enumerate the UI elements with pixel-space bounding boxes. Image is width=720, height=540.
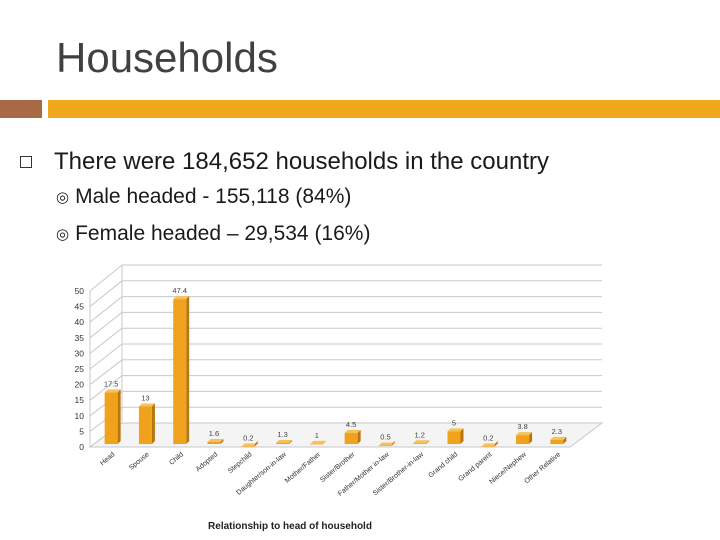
bar-top bbox=[413, 440, 430, 444]
data-label: 0.2 bbox=[243, 433, 253, 442]
gridline-side bbox=[89, 359, 123, 385]
y-tick-label: 10 bbox=[75, 411, 85, 421]
bar bbox=[241, 446, 255, 447]
bar-top bbox=[447, 428, 464, 432]
circle-bullet-icon: ◎ bbox=[56, 189, 70, 206]
data-label: 0.2 bbox=[483, 433, 493, 442]
sub-bullet-1: ◎ Male headed - 155,118 (84%) bbox=[56, 185, 351, 209]
bar-side bbox=[460, 428, 464, 444]
x-tick-label: Spouse bbox=[128, 451, 151, 472]
x-tick-label: Head bbox=[99, 451, 116, 467]
data-label: 0.5 bbox=[380, 432, 390, 441]
x-tick-label: Grand child bbox=[427, 451, 459, 479]
bar-top bbox=[310, 440, 327, 444]
bar-top bbox=[241, 443, 258, 447]
bar-side bbox=[220, 439, 224, 444]
gridline-side bbox=[89, 375, 123, 401]
y-tick-label: 0 bbox=[79, 442, 84, 452]
bar-side bbox=[254, 441, 258, 447]
data-label: 5 bbox=[452, 418, 456, 427]
x-tick-label: Sister/Brother bbox=[319, 451, 357, 484]
bar bbox=[378, 445, 392, 446]
bar-chart: 0 5 10 15 20 25 30 35 40 45 50 17.5 Head 13 Spouse 47.4… bbox=[60, 255, 680, 540]
y-tick-label: 15 bbox=[75, 395, 85, 405]
bar-top bbox=[173, 296, 190, 300]
data-label: 17.5 bbox=[104, 379, 119, 388]
data-label: 13 bbox=[141, 393, 149, 402]
sub-bullet-2-text: Female headed – 29,534 (16%) bbox=[75, 222, 371, 245]
y-tick-label: 50 bbox=[75, 286, 85, 296]
bar bbox=[550, 439, 564, 444]
gridline-side bbox=[89, 312, 123, 339]
bullet-1: There were 184,652 households in the cou… bbox=[20, 148, 549, 176]
square-bullet-icon bbox=[20, 156, 32, 168]
y-tick-label: 45 bbox=[75, 302, 85, 312]
circle-bullet-icon: ◎ bbox=[56, 226, 70, 243]
y-tick-label: 20 bbox=[75, 380, 85, 390]
bar bbox=[344, 432, 358, 444]
bar-side bbox=[529, 432, 533, 444]
data-label: 47.4 bbox=[172, 286, 187, 295]
bar-top bbox=[276, 439, 293, 443]
bar-side bbox=[494, 441, 498, 447]
bar bbox=[447, 431, 461, 444]
data-label: 1.6 bbox=[209, 429, 219, 438]
sub-bullet-2: ◎ Female headed – 29,534 (16%) bbox=[56, 222, 370, 246]
x-tick-label: Child bbox=[168, 451, 185, 467]
bar-top bbox=[344, 429, 361, 433]
bar-side bbox=[151, 403, 155, 444]
bar-side bbox=[563, 436, 567, 444]
data-label: 1.3 bbox=[277, 430, 287, 439]
bar bbox=[173, 299, 187, 444]
bar-top bbox=[104, 389, 121, 393]
data-label: 1.2 bbox=[414, 430, 424, 439]
sub-bullet-1-text: Male headed - 155,118 (84%) bbox=[75, 185, 352, 208]
bar-side bbox=[391, 441, 395, 446]
bar-side bbox=[323, 440, 327, 444]
slide-title: Households bbox=[56, 34, 278, 81]
y-tick-label: 25 bbox=[75, 364, 85, 374]
data-label: 3.8 bbox=[517, 422, 527, 431]
bar bbox=[516, 435, 530, 444]
bullet-1-text: There were 184,652 households in the cou… bbox=[54, 148, 549, 175]
y-tick-label: 30 bbox=[75, 348, 85, 358]
bar bbox=[104, 392, 118, 444]
gridline-side bbox=[89, 343, 123, 370]
bar bbox=[138, 406, 152, 444]
bar-side bbox=[117, 389, 121, 444]
bar-top bbox=[378, 442, 395, 446]
data-label: 4.5 bbox=[346, 420, 356, 429]
bar-side bbox=[186, 296, 190, 444]
gridline-side bbox=[89, 296, 123, 323]
gridline-side bbox=[89, 280, 123, 307]
bar bbox=[481, 446, 495, 447]
x-axis-title: Relationship to head of household bbox=[208, 521, 372, 532]
y-tick-label: 5 bbox=[79, 426, 84, 436]
bar-top bbox=[550, 436, 567, 440]
bar-top bbox=[481, 443, 498, 447]
bar-side bbox=[426, 440, 430, 444]
bar bbox=[310, 443, 324, 445]
x-tick-label: Stepchild bbox=[227, 451, 254, 475]
bar bbox=[207, 442, 221, 444]
data-label: 2.3 bbox=[552, 427, 562, 436]
accent-bar-right bbox=[48, 100, 720, 118]
bar-top bbox=[207, 439, 224, 443]
bar-top bbox=[516, 432, 533, 436]
x-tick-label: Mother/Father bbox=[284, 451, 323, 485]
y-tick-label: 35 bbox=[75, 333, 85, 343]
y-tick-label: 40 bbox=[75, 317, 85, 327]
accent-bar-left bbox=[0, 100, 42, 118]
bar bbox=[276, 442, 290, 444]
bar-side bbox=[357, 429, 361, 444]
x-tick-label: Other Relative bbox=[523, 451, 562, 485]
bar-side bbox=[289, 439, 293, 444]
gridline-side bbox=[89, 264, 123, 292]
bar-top bbox=[138, 403, 155, 407]
x-tick-label: Grand parent bbox=[457, 451, 493, 483]
bar bbox=[413, 443, 427, 444]
gridline-side bbox=[89, 327, 123, 354]
data-label: 1 bbox=[315, 431, 319, 440]
x-tick-label: Adopted bbox=[195, 451, 220, 473]
